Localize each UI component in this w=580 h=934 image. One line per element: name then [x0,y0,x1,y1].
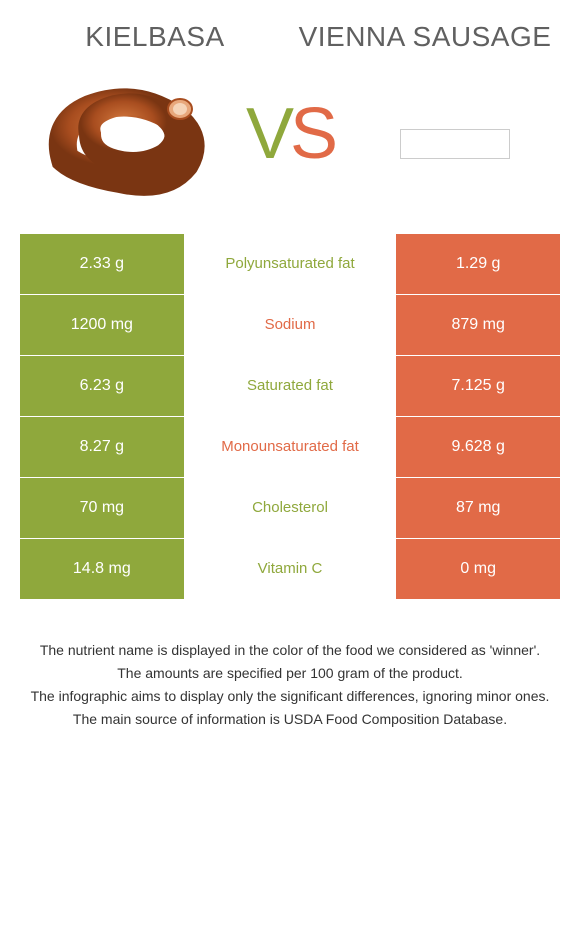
nutrient-name: Saturated fat [184,356,397,416]
nutrient-name: Polyunsaturated fat [184,234,397,294]
table-row: 6.23 g Saturated fat 7.125 g [20,356,560,416]
header-row: Kielbasa Vienna sausage [0,0,580,54]
nutrient-name: Sodium [184,295,397,355]
table-row: 14.8 mg Vitamin C 0 mg [20,539,560,599]
nutrient-name: Vitamin C [184,539,397,599]
nutrient-name: Monounsaturated fat [184,417,397,477]
vs-v: V [246,94,290,174]
table-row: 70 mg Cholesterol 87 mg [20,478,560,538]
right-value: 0 mg [396,539,560,599]
right-food-title: Vienna sausage [290,20,560,54]
footer-line: The amounts are specified per 100 gram o… [25,663,555,684]
right-value: 7.125 g [396,356,560,416]
nutrient-table: 2.33 g Polyunsaturated fat 1.29 g 1200 m… [20,234,560,599]
left-value: 1200 mg [20,295,184,355]
right-image-col [350,109,560,159]
infographic-container: Kielbasa Vienna sausage [0,0,580,752]
header-left-col: Kielbasa [20,20,290,54]
table-row: 2.33 g Polyunsaturated fat 1.29 g [20,234,560,294]
footer-line: The main source of information is USDA F… [25,709,555,730]
left-value: 6.23 g [20,356,184,416]
right-image-placeholder [400,129,510,159]
image-row: VS [0,54,580,234]
left-value: 14.8 mg [20,539,184,599]
vs-column: VS [230,93,350,175]
right-value: 9.628 g [396,417,560,477]
right-value: 87 mg [396,478,560,538]
footer-line: The infographic aims to display only the… [25,686,555,707]
left-value: 2.33 g [20,234,184,294]
header-right-col: Vienna sausage [290,20,560,54]
right-value: 879 mg [396,295,560,355]
footer-notes: The nutrient name is displayed in the co… [0,600,580,752]
left-value: 8.27 g [20,417,184,477]
nutrient-name: Cholesterol [184,478,397,538]
vs-text: VS [246,93,334,175]
right-value: 1.29 g [396,234,560,294]
left-image-col [20,64,230,204]
kielbasa-image [35,64,215,204]
footer-line: The nutrient name is displayed in the co… [25,640,555,661]
left-food-title: Kielbasa [20,20,290,54]
left-value: 70 mg [20,478,184,538]
table-row: 8.27 g Monounsaturated fat 9.628 g [20,417,560,477]
vs-s: S [290,94,334,174]
table-row: 1200 mg Sodium 879 mg [20,295,560,355]
